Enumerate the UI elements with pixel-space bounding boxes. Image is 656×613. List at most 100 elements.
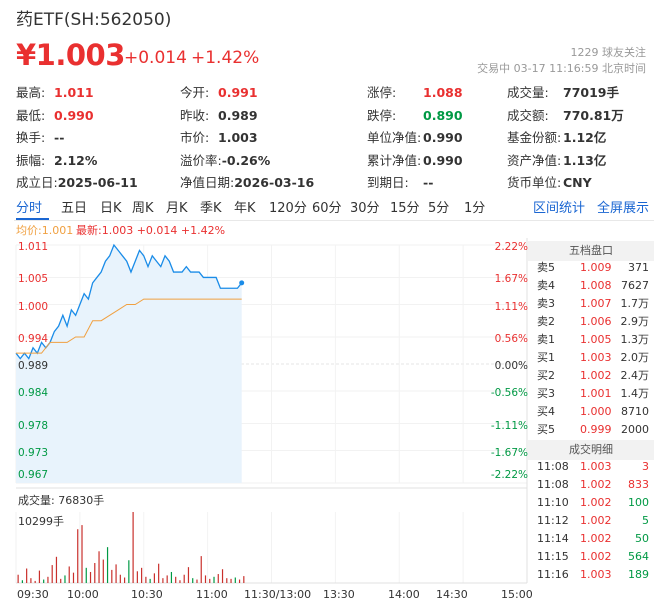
quote-item: 单位净值: 0.990 — [367, 127, 463, 146]
price-tick: 1.011 — [18, 241, 49, 253]
tab-年K[interactable]: 年K — [234, 201, 256, 216]
quote-key: 振幅: — [16, 152, 46, 168]
quote-item: 成交额: 770.81万 — [507, 105, 624, 124]
order-label: 卖5 — [537, 261, 555, 274]
fullscreen-link[interactable]: 全屏展示 — [597, 201, 650, 216]
quote-item: 溢价率:-0.26% — [180, 150, 270, 169]
order-price: 1.000 — [580, 405, 612, 418]
order-volume: 2.9万 — [620, 315, 650, 328]
time-tick: 13:30 — [323, 588, 355, 601]
trade-volume: 564 — [628, 550, 649, 563]
trade-time: 11:14 — [537, 532, 569, 545]
quote-key: 换手: — [16, 130, 46, 145]
price-change-pct: +1.42% — [191, 48, 260, 68]
quote-key: 昨收: — [180, 107, 210, 123]
quote-value: CNY — [563, 175, 592, 190]
order-label: 卖1 — [537, 333, 555, 346]
chart-tabs: 分时 五日 日K 周K 月K 季K 年K 120分 60分 30分 15分 5分 1分 区间统计 全屏展示 — [14, 197, 654, 219]
tab-周K[interactable]: 周K — [132, 201, 154, 216]
tab-月K[interactable]: 月K — [166, 201, 188, 216]
tab-120分[interactable]: 120分 — [269, 201, 307, 216]
quote-item: 成立日:2025-06-11 — [16, 172, 138, 191]
tab-五日[interactable]: 五日 — [61, 201, 88, 216]
quote-item: 振幅: 2.12% — [16, 150, 97, 169]
latest-price-dot — [239, 280, 245, 286]
pct-tick: -1.67% — [490, 446, 528, 459]
order-label: 买5 — [537, 423, 555, 436]
quote-value: -- — [423, 175, 434, 190]
quote-value: 1.13亿 — [563, 152, 607, 168]
quote-key: 溢价率: — [180, 152, 222, 168]
tab-分时[interactable]: 分时 — [16, 201, 43, 216]
order-book-row: 卖2 1.006 2.9万 — [528, 313, 654, 331]
quote-key: 最高: — [16, 85, 46, 100]
trade-price: 1.002 — [580, 478, 612, 491]
quote-value: 1.088 — [423, 85, 463, 100]
trade-row: 11:16 1.003 189 — [528, 566, 654, 584]
pct-tick: 2.22% — [494, 241, 528, 253]
avg-price-legend: 均价:1.001 — [16, 224, 74, 237]
quote-item: 涨停: 1.088 — [367, 82, 463, 101]
quote-item: 换手: -- — [16, 127, 64, 146]
trade-volume: 50 — [635, 532, 649, 545]
order-price: 0.999 — [580, 423, 612, 436]
quote-key: 涨停: — [367, 85, 397, 100]
trade-time: 11:15 — [537, 550, 569, 563]
quote-value: 0.890 — [423, 107, 463, 123]
quote-key: 累计净值: — [367, 152, 422, 168]
tab-1分[interactable]: 1分 — [464, 201, 486, 216]
quote-value: 0.990 — [54, 107, 94, 123]
quote-item: 最低: 0.990 — [16, 105, 94, 124]
quote-key: 资产净值: — [507, 152, 562, 168]
order-volume: 2000 — [621, 423, 649, 436]
tab-15分[interactable]: 15分 — [390, 201, 420, 216]
trade-time: 11:08 — [537, 460, 569, 473]
quote-item: 基金份额: 1.12亿 — [507, 127, 606, 146]
quote-item: 到期日: -- — [367, 172, 433, 191]
time-tick: 10:30 — [131, 588, 163, 601]
trade-time: 11:16 — [537, 568, 569, 581]
order-book-row: 买5 0.999 2000 — [528, 421, 654, 439]
range-stats-link[interactable]: 区间统计 — [533, 201, 586, 216]
trade-price: 1.003 — [580, 568, 612, 581]
quote-value: 0.990 — [423, 130, 463, 145]
quote-item: 成交量: 77019手 — [507, 82, 619, 101]
order-book-row: 买3 1.001 1.4万 — [528, 385, 654, 403]
tab-5分[interactable]: 5分 — [428, 201, 450, 216]
trading-status: 交易中 03-17 11:16:59 北京时间 — [477, 62, 646, 75]
pct-tick: 1.67% — [494, 273, 528, 286]
trade-volume: 3 — [642, 460, 649, 473]
quote-key: 基金份额: — [507, 130, 562, 145]
quote-value: 0.989 — [218, 107, 258, 123]
time-tick: 15:00 — [501, 588, 533, 601]
quote-key: 货币单位: — [507, 175, 562, 190]
order-book-row: 卖4 1.008 7627 — [528, 277, 654, 295]
tab-60分[interactable]: 60分 — [312, 201, 342, 216]
order-volume: 2.0万 — [620, 351, 650, 364]
follower-count[interactable]: 1229 球友关注 — [570, 46, 647, 59]
quote-value: 2025-06-11 — [57, 175, 138, 190]
quote-key: 成交额: — [507, 107, 549, 123]
order-volume: 7627 — [621, 279, 649, 292]
tab-30分[interactable]: 30分 — [350, 201, 380, 216]
order-price: 1.008 — [580, 279, 612, 292]
tab-日K[interactable]: 日K — [100, 201, 122, 216]
pct-tick: 0.00% — [494, 360, 528, 372]
price-tick: 0.973 — [18, 446, 49, 459]
volume-max-label: 10299手 — [18, 515, 64, 528]
trade-price: 1.002 — [580, 514, 612, 527]
order-price: 1.009 — [580, 261, 612, 274]
time-tick: 09:30 — [17, 588, 49, 601]
avg-price-line — [16, 298, 242, 354]
trade-time: 11:08 — [537, 478, 569, 491]
tab-季K[interactable]: 季K — [200, 201, 222, 216]
quote-item: 最高: 1.011 — [16, 82, 94, 101]
trade-row: 11:10 1.002 100 — [528, 494, 654, 512]
pct-tick: 0.56% — [494, 332, 528, 345]
stock-title: 药ETF(SH:562050) — [16, 10, 172, 30]
quote-value: 2026-03-16 — [234, 175, 315, 190]
trade-volume: 833 — [628, 478, 649, 491]
order-volume: 371 — [628, 261, 649, 274]
trade-row: 11:15 1.002 564 — [528, 548, 654, 566]
